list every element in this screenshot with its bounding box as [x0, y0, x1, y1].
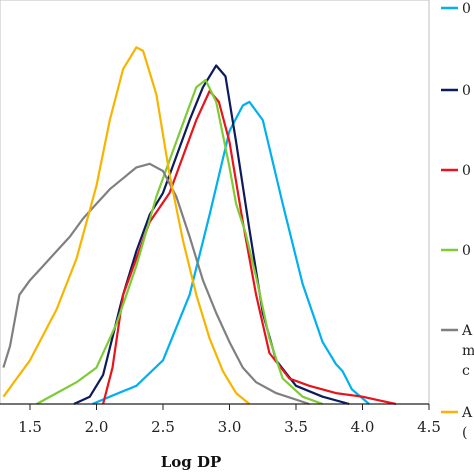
series-line-4	[36, 78, 323, 406]
series-line-6	[2, 46, 251, 405]
legend-text: A	[461, 323, 473, 339]
x-tick-label: 2.5	[151, 418, 175, 436]
series-line-3	[102, 89, 397, 406]
x-tick-layer: 1.5 2.0 2.5 3.0 3.5 4.0 4.5	[18, 404, 441, 436]
x-tick-label: 3.0	[218, 418, 242, 436]
x-tick-label: 2.0	[85, 418, 109, 436]
x-tick-label: 4.0	[351, 418, 375, 436]
legend-entry-2: 0	[441, 83, 471, 99]
legend-entry-6: A(	[441, 405, 473, 441]
x-tick-label: 4.5	[417, 418, 441, 436]
legend-text: 0	[462, 83, 471, 99]
legend-text: c	[462, 363, 470, 379]
series-line-1	[92, 100, 370, 406]
legend-text: 0	[462, 1, 471, 17]
x-axis-title: Log DP	[161, 453, 222, 471]
legend-text: 0	[462, 163, 471, 179]
legend-entry-1: 0	[441, 1, 471, 17]
legend-entry-5: Amc	[441, 323, 474, 379]
legend-entry-4: 0	[441, 243, 471, 259]
legend-text: (	[462, 425, 467, 441]
legend-text: 0	[462, 243, 471, 259]
plot-area	[0, 0, 430, 405]
legend-text: A	[461, 405, 473, 421]
legend-text: m	[462, 343, 474, 359]
legend-entry-3: 0	[441, 163, 471, 179]
x-tick-label: 3.5	[284, 418, 308, 436]
x-tick-label: 1.5	[18, 418, 42, 436]
series-layer	[2, 46, 397, 406]
series-line-5	[2, 162, 310, 406]
